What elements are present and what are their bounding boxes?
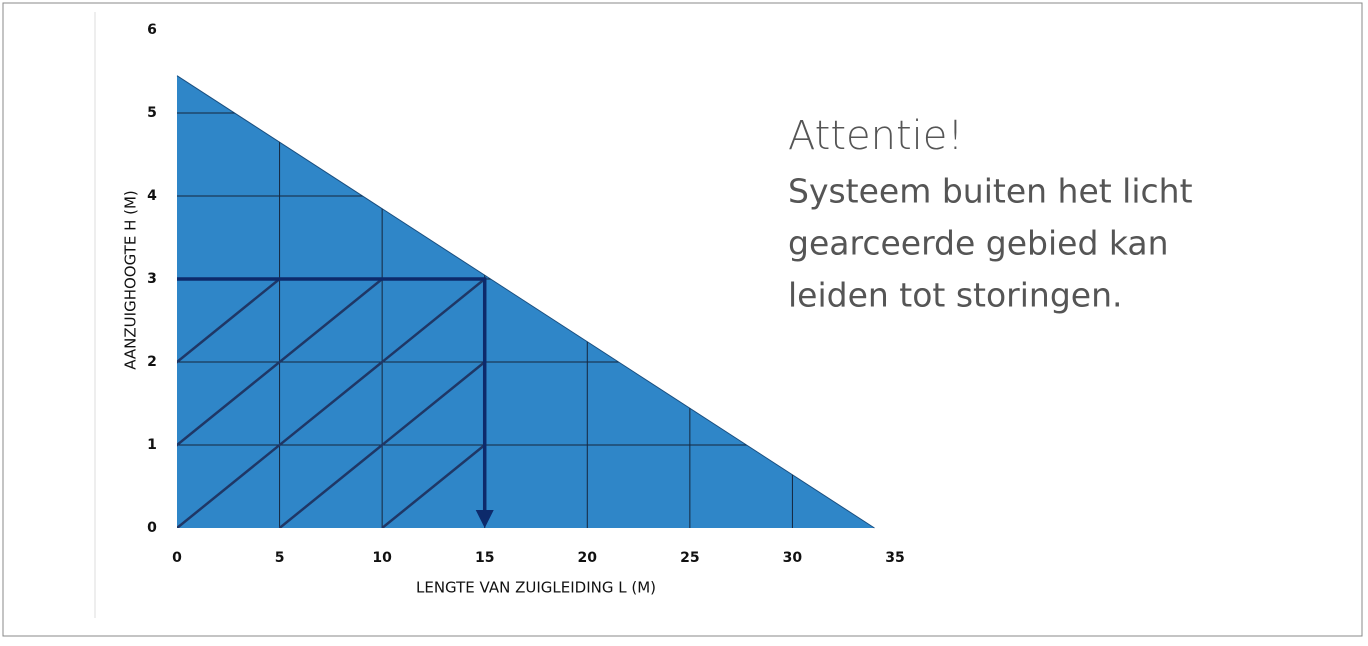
note-line: leiden tot storingen. [788,276,1122,315]
area-edge [176,75,875,529]
y-tick-label: 1 [147,437,157,453]
hatch-line [278,360,485,528]
x-tick-label: 20 [578,550,598,566]
x-tick-label: 5 [275,550,285,566]
y-tick-label: 2 [147,354,157,370]
y-axis-label: AANZUIGHOOGTE H (M) [122,190,140,370]
x-tick-label: 30 [783,550,803,566]
x-tick-label: 25 [680,550,699,566]
hatch-line [177,279,485,528]
x-tick-label: 35 [885,550,904,566]
frame [2,2,1363,637]
x-axis-label: LENGTE VAN ZUIGLEIDING L (M) [416,579,656,597]
hatch-line [1203,30,1368,528]
hatch-line [1100,30,1368,528]
plot: 0 5 10 15 20 25 30 35 0 1 2 3 4 5 6 [0,22,1368,566]
note-line: gearceerde gebied kan [788,224,1169,263]
y-tick-label: 6 [147,22,157,38]
y-tick-label: 0 [147,520,157,536]
y-tick-label: 3 [147,271,157,287]
hatch-line [0,30,74,528]
x-tick-label: 15 [475,550,494,566]
x-tick-label: 0 [172,550,182,566]
note-line: Systeem buiten het licht [788,172,1193,211]
y-tick-label: 5 [147,105,157,121]
reference-line [177,277,487,512]
y-tick-label: 4 [147,188,157,204]
arrow-head [475,510,494,528]
note-title: Attentie! [788,113,963,159]
x-tick-label: 10 [372,550,392,566]
